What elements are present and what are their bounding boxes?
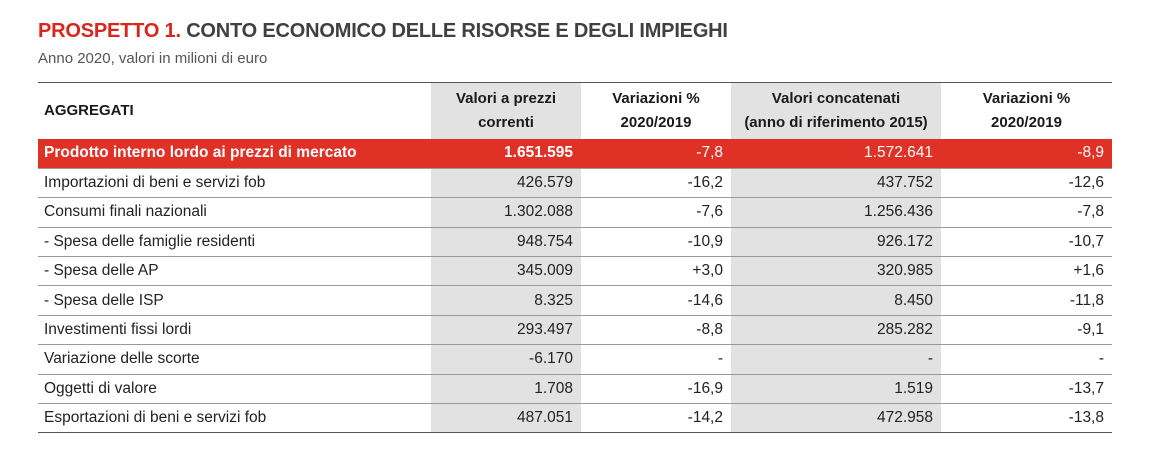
column-header-valori-concatenati: Valori concatenati (anno di riferimento … (731, 82, 941, 139)
cell-valori-concatenati: 472.958 (731, 403, 941, 434)
table-row: Consumi finali nazionali 1.302.088 -7,6 … (38, 197, 1112, 228)
cell-variazione-concatenati: -10,7 (941, 227, 1112, 258)
cell-variazione-concatenati: -12,6 (941, 168, 1112, 199)
cell-valori-concatenati: 1.256.436 (731, 197, 941, 228)
cell-valori-concatenati: 1.519 (731, 374, 941, 405)
table-row-highlight: Prodotto interno lordo ai prezzi di merc… (38, 139, 1112, 169)
table-row: Oggetti di valore 1.708 -16,9 1.519 -13,… (38, 374, 1112, 405)
cell-variazione-concatenati: +1,6 (941, 256, 1112, 287)
cell-valori-concatenati: 320.985 (731, 256, 941, 287)
cell-valori-correnti: -6.170 (431, 344, 581, 375)
cell-variazione-correnti: -16,9 (581, 374, 731, 405)
cell-variazione-concatenati: -8,9 (941, 139, 1112, 169)
row-label: Esportazioni di beni e servizi fob (38, 403, 431, 434)
cell-variazione-correnti: -16,2 (581, 168, 731, 199)
column-header-variazione-concatenati: Variazioni % 2020/2019 (941, 82, 1112, 139)
title-main: CONTO ECONOMICO DELLE RISORSE E DEGLI IM… (186, 20, 728, 42)
cell-variazione-concatenati: - (941, 344, 1112, 375)
row-label: Prodotto interno lordo ai prezzi di merc… (38, 139, 431, 169)
cell-valori-correnti: 948.754 (431, 227, 581, 258)
table-row: - Spesa delle AP 345.009 +3,0 320.985 +1… (38, 256, 1112, 287)
row-label: Oggetti di valore (38, 374, 431, 405)
row-label: Consumi finali nazionali (38, 197, 431, 228)
cell-variazione-concatenati: -7,8 (941, 197, 1112, 228)
cell-valori-correnti: 8.325 (431, 285, 581, 316)
cell-valori-correnti: 487.051 (431, 403, 581, 434)
cell-valori-concatenati: 8.450 (731, 285, 941, 316)
cell-variazione-correnti: -14,2 (581, 403, 731, 434)
document-subtitle: Anno 2020, valori in milioni di euro (38, 50, 268, 67)
table-row: - Spesa delle famiglie residenti 948.754… (38, 227, 1112, 258)
cell-variazione-correnti: -7,8 (581, 139, 731, 169)
cell-valori-correnti: 293.497 (431, 315, 581, 346)
row-label: Importazioni di beni e servizi fob (38, 168, 431, 199)
cell-variazione-concatenati: -13,8 (941, 403, 1112, 434)
cell-valori-concatenati: - (731, 344, 941, 375)
cell-valori-correnti: 426.579 (431, 168, 581, 199)
cell-variazione-correnti: -8,8 (581, 315, 731, 346)
data-table: AGGREGATI Valori a prezzi correnti Varia… (38, 82, 1112, 434)
cell-variazione-concatenati: -9,1 (941, 315, 1112, 346)
cell-valori-concatenati: 926.172 (731, 227, 941, 258)
column-header-variazione-correnti: Variazioni % 2020/2019 (581, 82, 731, 139)
cell-variazione-concatenati: -11,8 (941, 285, 1112, 316)
table-header-row: AGGREGATI Valori a prezzi correnti Varia… (38, 82, 1112, 139)
table-row: - Spesa delle ISP 8.325 -14,6 8.450 -11,… (38, 285, 1112, 316)
cell-valori-correnti: 1.302.088 (431, 197, 581, 228)
title-prefix: PROSPETTO 1. (38, 20, 181, 42)
row-label: - Spesa delle famiglie residenti (38, 227, 431, 258)
table-row: Investimenti fissi lordi 293.497 -8,8 28… (38, 315, 1112, 346)
row-label: Investimenti fissi lordi (38, 315, 431, 346)
cell-valori-correnti: 345.009 (431, 256, 581, 287)
table-row: Variazione delle scorte -6.170 - - - (38, 344, 1112, 375)
column-header-valori-correnti: Valori a prezzi correnti (431, 82, 581, 139)
row-label: Variazione delle scorte (38, 344, 431, 375)
cell-variazione-correnti: +3,0 (581, 256, 731, 287)
cell-valori-correnti: 1.651.595 (431, 139, 581, 169)
table-row: Importazioni di beni e servizi fob 426.5… (38, 168, 1112, 199)
cell-valori-concatenati: 437.752 (731, 168, 941, 199)
table-row: Esportazioni di beni e servizi fob 487.0… (38, 403, 1112, 434)
cell-variazione-concatenati: -13,7 (941, 374, 1112, 405)
row-label: - Spesa delle ISP (38, 285, 431, 316)
cell-valori-correnti: 1.708 (431, 374, 581, 405)
cell-valori-concatenati: 285.282 (731, 315, 941, 346)
row-label: - Spesa delle AP (38, 256, 431, 287)
document-title: PROSPETTO 1. CONTO ECONOMICO DELLE RISOR… (38, 20, 728, 43)
cell-variazione-correnti: -14,6 (581, 285, 731, 316)
cell-variazione-correnti: - (581, 344, 731, 375)
cell-valori-concatenati: 1.572.641 (731, 139, 941, 169)
column-header-aggregati: AGGREGATI (38, 82, 431, 139)
cell-variazione-correnti: -10,9 (581, 227, 731, 258)
cell-variazione-correnti: -7,6 (581, 197, 731, 228)
